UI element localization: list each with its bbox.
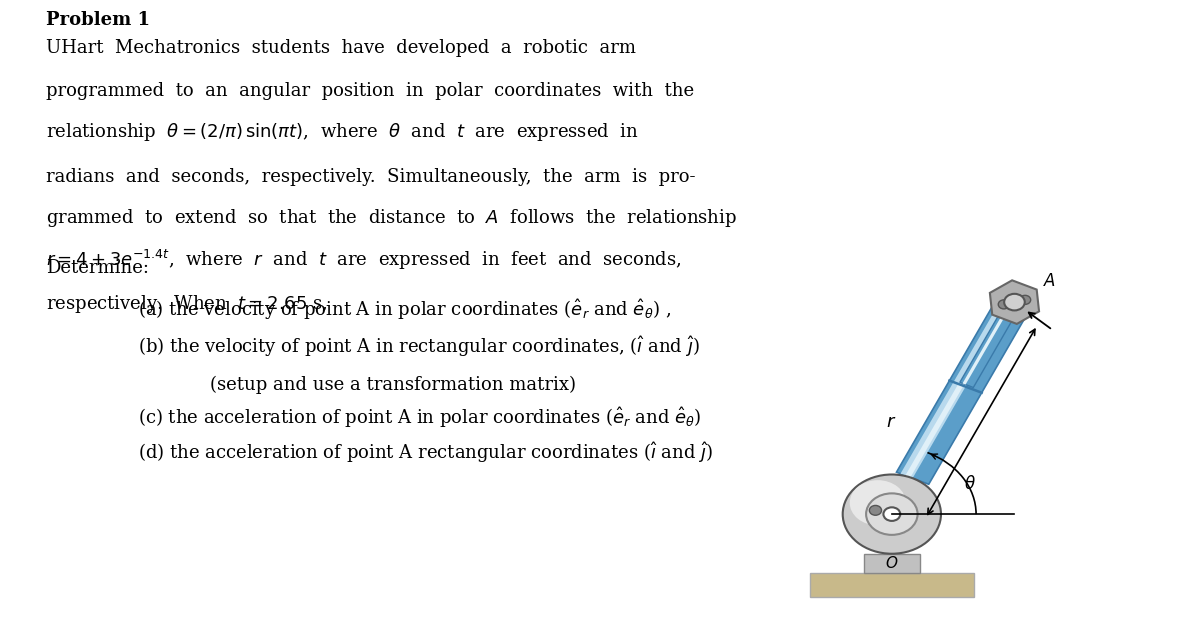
- Circle shape: [850, 480, 906, 526]
- Text: Problem 1: Problem 1: [46, 11, 150, 29]
- Text: (a) the velocity of point A in polar coordinates ($\hat{e}_r$ and $\hat{e}_{\the: (a) the velocity of point A in polar coo…: [138, 297, 671, 322]
- Text: Determine:: Determine:: [46, 259, 149, 277]
- FancyBboxPatch shape: [864, 553, 920, 573]
- Text: $r$: $r$: [887, 413, 896, 431]
- Circle shape: [842, 474, 941, 553]
- Text: $O$: $O$: [886, 555, 899, 571]
- Text: relationship  $\theta = (2/\pi)\,\sin(\pi t)$,  where  $\theta$  and  $t$  are  : relationship $\theta = (2/\pi)\,\sin(\pi…: [46, 121, 638, 143]
- FancyBboxPatch shape: [810, 573, 973, 597]
- Circle shape: [1020, 296, 1031, 304]
- Polygon shape: [990, 280, 1039, 324]
- Text: programmed  to  an  angular  position  in  polar  coordinates  with  the: programmed to an angular position in pol…: [46, 82, 694, 100]
- Polygon shape: [960, 300, 1021, 387]
- Text: $r = 4 + 3e^{-1.4t}$,  where  $r$  and  $t$  are  expressed  in  feet  and  seco: $r = 4 + 3e^{-1.4t}$, where $r$ and $t$ …: [46, 248, 682, 272]
- Polygon shape: [905, 299, 1013, 478]
- Text: (d) the acceleration of point A rectangular coordinates ($\hat{\imath}$ and $\ha: (d) the acceleration of point A rectangu…: [138, 441, 713, 465]
- Text: respectively.  When  $t = 2.65$ s,: respectively. When $t = 2.65$ s,: [46, 293, 328, 315]
- Text: grammed  to  extend  so  that  the  distance  to  $A$  follows  the  relationshi: grammed to extend so that the distance t…: [46, 207, 737, 229]
- Text: $\theta$: $\theta$: [964, 474, 976, 493]
- Text: radians  and  seconds,  respectively.  Simultaneously,  the  arm  is  pro-: radians and seconds, respectively. Simul…: [46, 168, 695, 186]
- Circle shape: [869, 505, 882, 515]
- Polygon shape: [896, 296, 1031, 484]
- Circle shape: [1004, 294, 1025, 310]
- Circle shape: [866, 494, 918, 535]
- Text: (setup and use a transformation matrix): (setup and use a transformation matrix): [210, 376, 576, 394]
- Circle shape: [883, 507, 900, 521]
- Polygon shape: [900, 297, 1014, 478]
- Circle shape: [998, 300, 1009, 309]
- Text: (c) the acceleration of point A in polar coordinates ($\hat{e}_r$ and $\hat{e}_{: (c) the acceleration of point A in polar…: [138, 405, 702, 430]
- Polygon shape: [962, 300, 1014, 384]
- Text: (b) the velocity of point A in rectangular coordinates, ($\hat{\imath}$ and $\ha: (b) the velocity of point A in rectangul…: [138, 334, 700, 359]
- Text: UHart  Mechatronics  students  have  developed  a  robotic  arm: UHart Mechatronics students have develop…: [46, 39, 636, 57]
- Text: $A$: $A$: [1043, 273, 1056, 290]
